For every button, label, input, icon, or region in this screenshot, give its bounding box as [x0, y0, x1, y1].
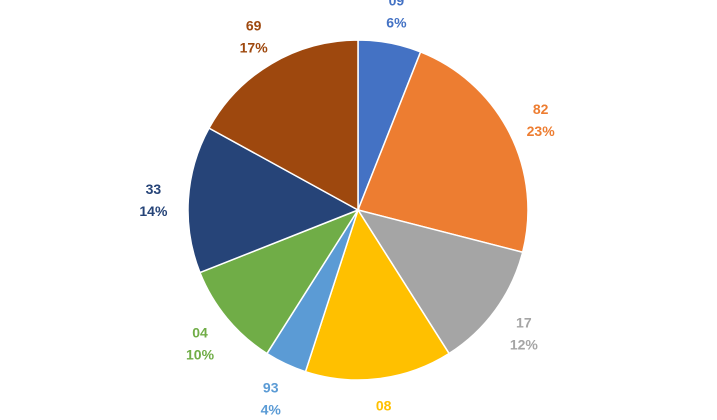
slice-percent-label-09: 6%	[386, 15, 407, 31]
slice-percent-label-93: 4%	[261, 401, 282, 417]
slice-category-label-04: 04	[192, 325, 208, 341]
pie-slice-08	[304, 208, 451, 381]
slice-percent-label-69: 17%	[240, 40, 269, 56]
slice-category-label-69: 69	[246, 18, 262, 34]
pie-slice-33	[187, 127, 360, 274]
slice-category-label-33: 33	[146, 181, 162, 197]
slice-category-label-09: 09	[389, 0, 405, 9]
slice-percent-label-04: 10%	[186, 347, 215, 363]
pie-slice-17	[356, 208, 524, 355]
slice-category-label-08: 08	[376, 397, 392, 413]
pie-slice-69	[208, 39, 359, 212]
slice-category-label-17: 17	[516, 314, 532, 330]
slice-category-label-93: 93	[263, 379, 279, 395]
pie-slice-82	[356, 50, 529, 254]
slice-percent-label-82: 23%	[527, 123, 556, 139]
slice-percent-label-17: 12%	[510, 336, 539, 352]
slice-percent-label-33: 14%	[139, 203, 168, 219]
pie-slice-04	[198, 208, 360, 355]
slice-category-label-82: 82	[533, 101, 549, 117]
